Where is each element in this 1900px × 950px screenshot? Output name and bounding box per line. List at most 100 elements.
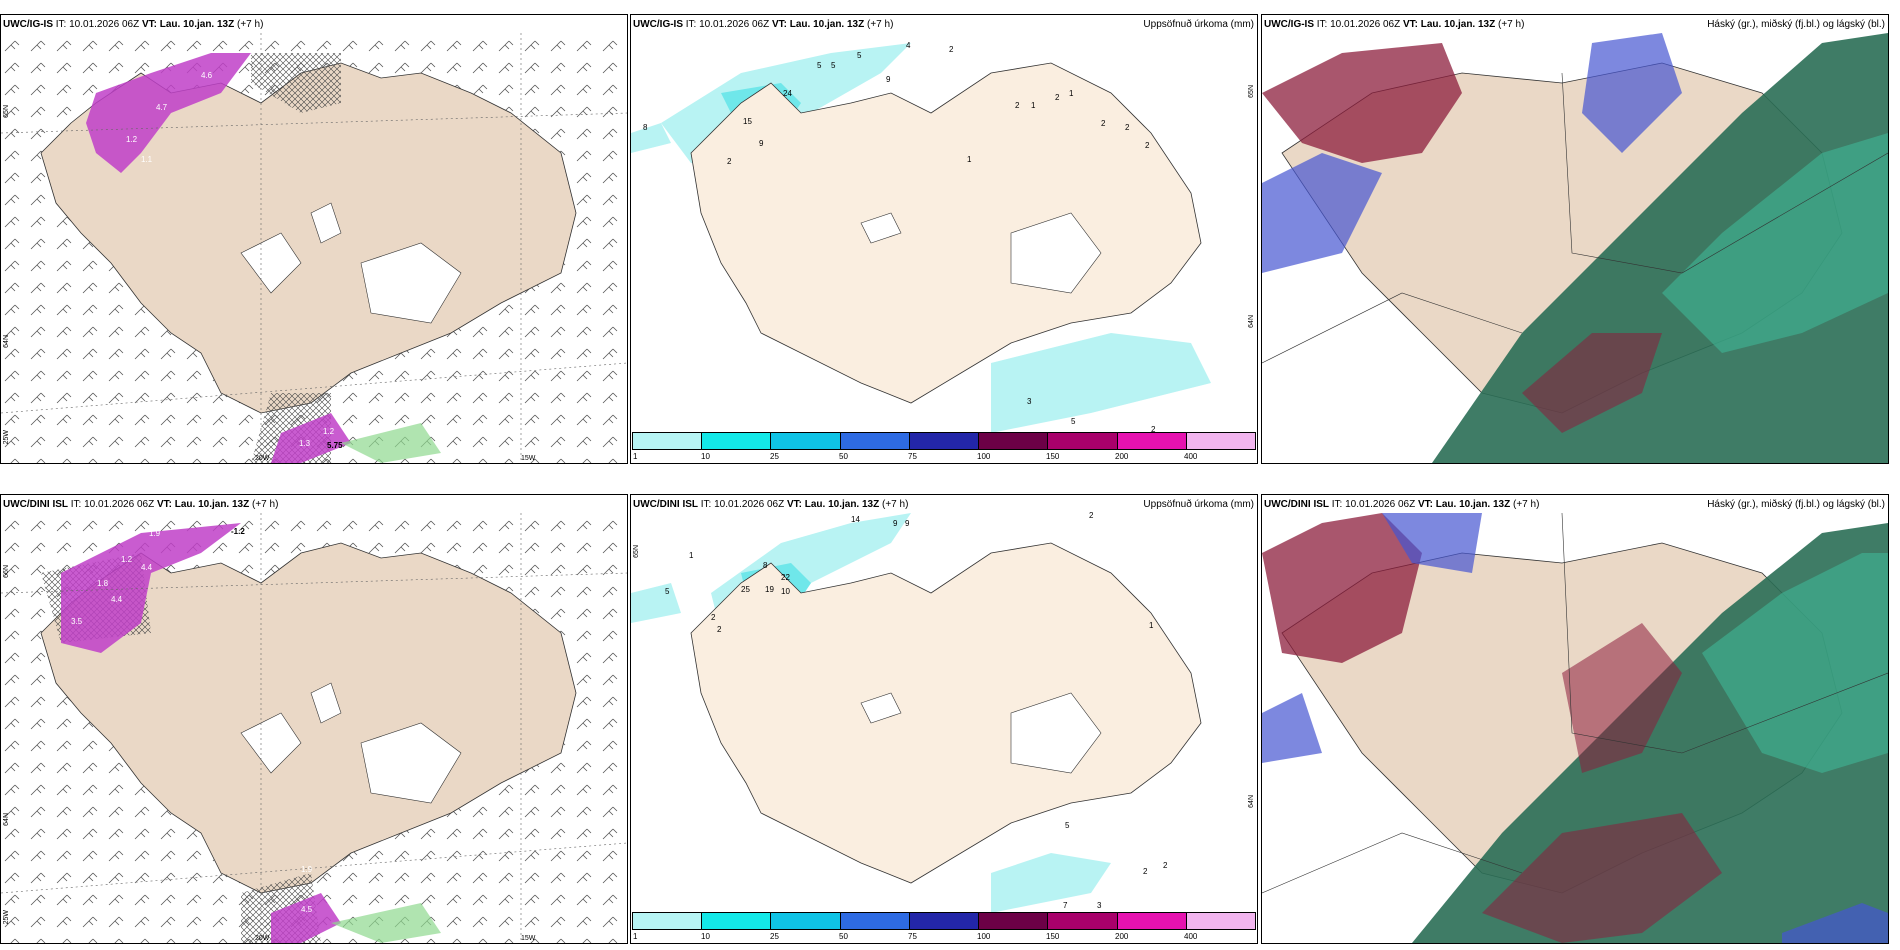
value-label: 5.75	[327, 441, 343, 450]
colorbar-tick: 50	[839, 932, 848, 941]
lead-time: (+7 h)	[237, 19, 264, 30]
init-time: 10.01.2026 06Z	[1330, 19, 1401, 30]
precip-value: 2	[1125, 123, 1130, 132]
precip-value: 1	[689, 551, 694, 560]
value-label: 4.4	[111, 595, 123, 604]
precip-value: 2	[1151, 425, 1156, 434]
colorbar-swatch	[979, 913, 1049, 929]
init-time: 10.01.2026 06Z	[1345, 499, 1416, 510]
value-label: 4.6	[201, 71, 213, 80]
precip-title: Uppsöfnuð úrkoma (mm)	[1143, 19, 1254, 30]
lead-time: (+7 h)	[1513, 499, 1540, 510]
precip-value: 2	[1145, 141, 1150, 150]
colorbar-tick: 25	[770, 932, 779, 941]
iceland-land	[690, 542, 1202, 884]
value-label: -1.2	[231, 527, 245, 536]
value-label: 3.5	[71, 617, 83, 626]
colorbar-swatch	[633, 913, 703, 929]
colorbar-swatch	[771, 433, 841, 449]
it-label: IT:	[685, 19, 697, 30]
vt-label: VT:	[141, 19, 157, 30]
iceland-land	[690, 62, 1202, 404]
vt-label: VT:	[156, 499, 172, 510]
colorbar-swatch	[1048, 913, 1118, 929]
colorbar-swatch	[1048, 433, 1118, 449]
colorbar-swatch	[702, 913, 772, 929]
precip-value: 1	[1069, 89, 1074, 98]
precip-panel-row2: UWC/DINI ISL IT: 10.01.2026 06Z VT: Lau.…	[630, 494, 1258, 944]
value-label: 1.8	[201, 519, 213, 528]
colorbar-tick: 10	[701, 452, 710, 461]
precip-value: 19	[765, 585, 774, 594]
lat-label: 25W	[3, 910, 10, 925]
colorbar-swatch	[840, 433, 910, 449]
colorbar-swatches	[632, 912, 1256, 930]
valid-time: Lau. 10.jan. 13Z	[789, 19, 865, 30]
colorbar-swatch	[909, 433, 980, 449]
colorbar-tick: 75	[908, 452, 917, 461]
precip-value: 5	[857, 51, 862, 60]
lon-label: 15W	[521, 935, 536, 942]
colorbar-swatch	[1186, 913, 1255, 929]
colorbar-swatch	[1186, 433, 1255, 449]
wind-panel-row2: UWC/DINI ISL IT: 10.01.2026 06Z VT: Lau.…	[0, 494, 628, 944]
model-name: UWC/IG-IS	[633, 19, 683, 30]
panel-title: UWC/IG-IS IT: 10.01.2026 06Z VT: Lau. 10…	[3, 19, 263, 30]
cloud-band	[1432, 33, 1888, 463]
precip-value: 14	[851, 515, 860, 524]
it-label: IT:	[55, 19, 67, 30]
precip-value: 2	[1163, 861, 1168, 870]
precip-value: 2	[1015, 101, 1020, 110]
model-name: UWC/DINI ISL	[3, 499, 68, 510]
precip-value: 4	[906, 41, 911, 50]
it-label: IT:	[700, 499, 712, 510]
lat-label: 64N	[3, 813, 10, 826]
cloud-panel-row1: UWC/IG-IS IT: 10.01.2026 06Z VT: Lau. 10…	[1261, 14, 1889, 464]
precip-value: 9	[759, 139, 764, 148]
valid-time: Lau. 10.jan. 13Z	[1420, 19, 1496, 30]
lat-label: 64N	[1248, 795, 1255, 808]
precip-map	[631, 43, 1211, 433]
lat-label: 65N	[633, 545, 640, 558]
colorbar-swatch	[909, 913, 980, 929]
precip-value: 7	[1063, 901, 1068, 910]
colorbar-tick: 200	[1115, 452, 1129, 461]
value-label: 1.2	[126, 135, 138, 144]
precip-colorbar: 1 10 25 50 75 100 150 200 400	[632, 432, 1256, 462]
lon-label: 20W	[255, 455, 270, 462]
colorbar-swatch	[840, 913, 910, 929]
precip-title: Uppsöfnuð úrkoma (mm)	[1143, 499, 1254, 510]
colorbar-swatch	[979, 433, 1049, 449]
panel-title: UWC/IG-IS IT: 10.01.2026 06Z VT: Lau. 10…	[633, 19, 893, 30]
colorbar-swatch	[633, 433, 703, 449]
precip-value: 10	[781, 587, 790, 596]
precip-value: 2	[1089, 511, 1094, 520]
precip-value: 1	[967, 155, 972, 164]
value-label: 4.5	[301, 905, 313, 914]
valid-time: Lau. 10.jan. 13Z	[1435, 499, 1511, 510]
precip-value: 2	[949, 45, 954, 54]
precip-value: 2	[1055, 93, 1060, 102]
precip-value: 5	[1071, 417, 1076, 426]
wind-map	[1, 513, 627, 943]
valid-time: Lau. 10.jan. 13Z	[174, 499, 250, 510]
value-label: 1.9	[149, 529, 161, 538]
value-label: 1.3	[299, 439, 311, 448]
precip-panel-row1: UWC/IG-IS IT: 10.01.2026 06Z VT: Lau. 10…	[630, 14, 1258, 464]
colorbar-swatch	[771, 913, 841, 929]
colorbar-tick: 400	[1184, 452, 1198, 461]
colorbar-tick: 400	[1184, 932, 1198, 941]
lat-label: 65N	[1248, 85, 1255, 98]
lat-label: 65N	[3, 105, 10, 118]
precip-value: 2	[711, 613, 716, 622]
colorbar-tick: 100	[977, 452, 991, 461]
lead-time: (+7 h)	[882, 499, 909, 510]
colorbar-tick: 25	[770, 452, 779, 461]
lon-label: 15W	[521, 455, 536, 462]
colorbar-swatch	[1117, 913, 1187, 929]
colorbar-tick: 200	[1115, 932, 1129, 941]
precip-value: 3	[1027, 397, 1032, 406]
vt-label: VT:	[771, 19, 787, 30]
wind-panel-row1: UWC/IG-IS IT: 10.01.2026 06Z VT: Lau. 10…	[0, 14, 628, 464]
colorbar-labels: 1 10 25 50 75 100 150 200 400	[632, 932, 1256, 942]
